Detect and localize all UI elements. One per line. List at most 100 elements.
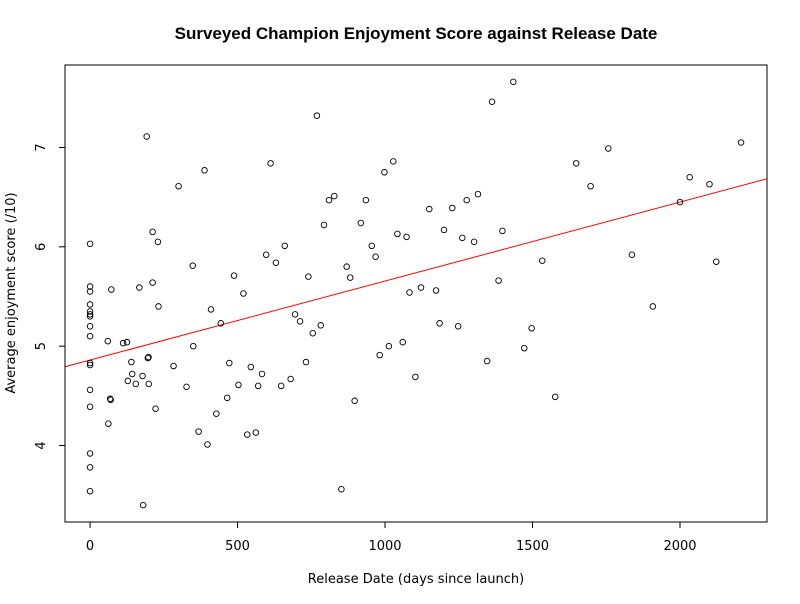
x-tick-label: 2000 [663,539,696,554]
data-point [195,428,202,435]
data-point [119,339,127,347]
data-point [143,133,150,140]
data-point [510,78,517,86]
data-point [706,180,713,188]
data-point [368,242,376,250]
data-point [587,182,594,190]
regression-line [64,178,768,368]
data-point [201,167,208,174]
data-point [267,160,274,167]
data-point [217,320,224,327]
data-point [106,395,114,403]
data-point [406,289,413,296]
x-tick-label: 1500 [516,539,549,554]
data-point [394,230,401,238]
data-point [449,204,456,212]
data-point [240,290,247,297]
x-tick-label: 1000 [368,539,401,554]
data-point [144,354,152,362]
data-point [86,359,94,367]
data-point [86,301,94,308]
data-point [132,380,140,388]
plot-frame [64,64,768,523]
data-point [154,238,162,246]
data-point [381,169,388,176]
y-tick-label: 7 [34,143,49,151]
data-point [149,279,156,286]
data-point [272,259,280,266]
data-point [412,373,419,381]
data-point [417,284,425,291]
data-point [105,420,112,427]
data-point [149,228,156,236]
data-point [713,258,720,265]
data-point [170,362,177,370]
data-point [572,160,580,167]
data-point [145,380,153,388]
data-point [296,318,304,325]
data-point [213,410,220,417]
data-point [313,112,321,119]
data-point [189,262,196,269]
data-point [128,358,135,366]
data-point [385,342,393,350]
data-point [343,263,350,270]
data-point [175,182,182,190]
y-axis: 4 5 6 7 [34,143,66,450]
data-point [108,286,115,293]
data-point [470,238,478,246]
data-point [86,386,94,394]
data-point [86,323,94,330]
data-point [440,226,448,234]
x-tick-label: 0 [86,539,94,554]
data-point [338,485,345,493]
data-point [86,240,94,248]
x-tick-label: 500 [225,539,250,554]
data-point [309,329,317,337]
data-point [305,273,312,280]
data-point [432,287,440,294]
data-point [190,342,197,350]
data-point [376,351,383,359]
data-point [372,253,379,260]
data-point [86,313,94,320]
data-point [277,382,285,390]
data-point [107,396,114,404]
data-point [86,464,94,471]
y-tick-label: 4 [34,441,49,449]
data-point [357,219,365,227]
data-point [346,274,354,281]
data-point [262,251,270,259]
data-point [737,139,745,146]
data-point [426,205,433,213]
data-point [86,487,94,495]
y-axis-label: Average enjoyment score (/10) [4,192,19,393]
data-point [538,257,546,264]
data-point [86,288,94,295]
data-point [183,383,190,391]
data-point [123,338,131,346]
y-tick-label: 5 [34,342,49,350]
data-point [483,357,491,365]
data-point [258,370,266,378]
data-point [139,501,147,509]
data-point [235,381,242,389]
data-point [302,358,310,366]
data-point [403,233,410,241]
data-point [86,311,94,318]
x-axis: 0 500 1000 1500 2000 [86,521,697,554]
data-point [488,98,496,106]
y-tick-label: 6 [34,243,49,251]
data-point [86,332,94,340]
data-point [520,344,528,352]
data-point [605,145,612,152]
data-point [291,311,299,318]
data-point [86,403,94,411]
data-point [223,394,231,402]
data-point [152,405,159,412]
data-point [676,198,684,206]
data-point [230,272,238,279]
data-point [436,320,443,327]
data-point [86,450,94,457]
